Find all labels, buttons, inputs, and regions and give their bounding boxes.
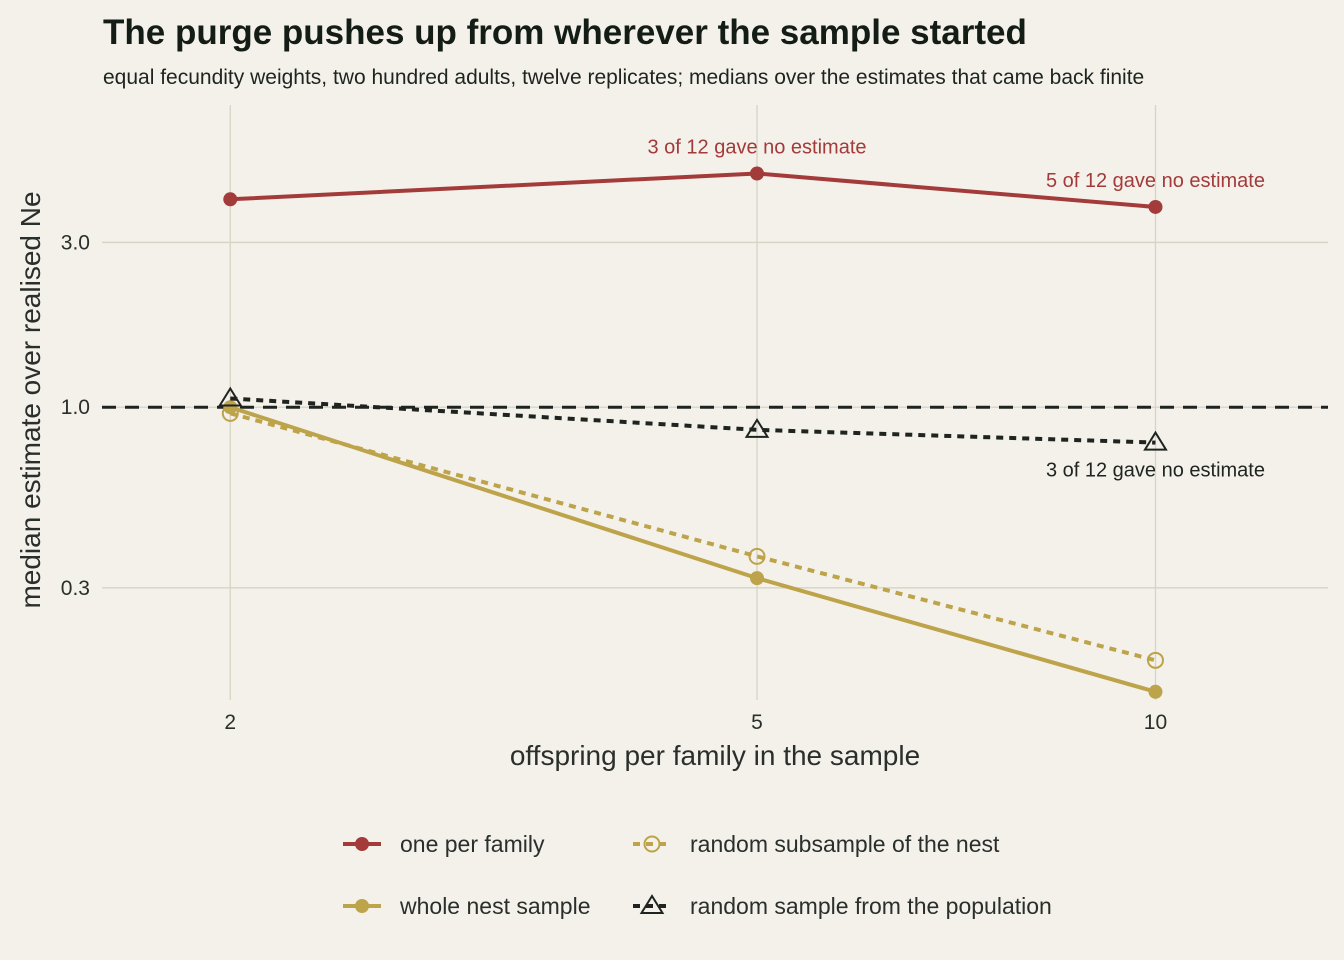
- annotation-2: 3 of 12 gave no estimate: [1046, 460, 1265, 482]
- data-point-1-1: [750, 571, 765, 586]
- y-axis-label: median estimate over realised Ne: [15, 191, 46, 608]
- x-axis-label: offspring per family in the sample: [510, 740, 920, 771]
- legend-swatch-marker: [639, 894, 665, 914]
- data-point-2-1: [748, 547, 766, 565]
- series-line-0: [230, 171, 1156, 209]
- series-line-3: [230, 396, 1156, 445]
- legend-label: whole nest sample: [399, 893, 591, 919]
- x-tick-label: 10: [1144, 711, 1167, 734]
- data-point-1-2: [1148, 684, 1163, 699]
- data-point-3-2: [1143, 430, 1168, 451]
- legend-swatch-marker: [355, 899, 369, 913]
- annotation-1: 5 of 12 gave no estimate: [1046, 170, 1265, 192]
- x-tick-label: 2: [224, 711, 236, 734]
- legend-label: one per family: [400, 831, 545, 857]
- legend-label: random sample from the population: [690, 893, 1052, 919]
- data-point-1-0: [223, 400, 238, 415]
- series-line-2: [229, 411, 1156, 663]
- data-point-0-2: [1148, 199, 1163, 214]
- data-point-2-2: [1146, 651, 1164, 669]
- data-point-0-1: [750, 166, 765, 181]
- x-tick-label: 5: [751, 711, 763, 734]
- y-tick-label: 0.3: [61, 577, 90, 600]
- chart-subtitle: equal fecundity weights, two hundred adu…: [103, 66, 1144, 89]
- y-tick-label: 1.0: [61, 396, 90, 419]
- y-tick-label: 3.0: [61, 231, 90, 254]
- tick-label-layer: 2 5 10 0.3 1.0 3.0: [61, 231, 1167, 734]
- data-point-3-0: [217, 386, 243, 407]
- data-point-3-1: [744, 417, 770, 438]
- data-point-0-0: [223, 192, 238, 207]
- legend-swatch-marker: [355, 837, 369, 851]
- series-layer: [217, 166, 1168, 699]
- chart-title: The purge pushes up from wherever the sa…: [103, 13, 1027, 52]
- legend-label: random subsample of the nest: [690, 831, 1000, 857]
- legend-swatch-marker: [643, 835, 661, 853]
- annotation-layer: 3 of 12 gave no estimate 5 of 12 gave no …: [647, 137, 1265, 482]
- legend: one per family whole nest sample random su…: [343, 831, 1052, 919]
- annotation-0: 3 of 12 gave no estimate: [647, 137, 866, 159]
